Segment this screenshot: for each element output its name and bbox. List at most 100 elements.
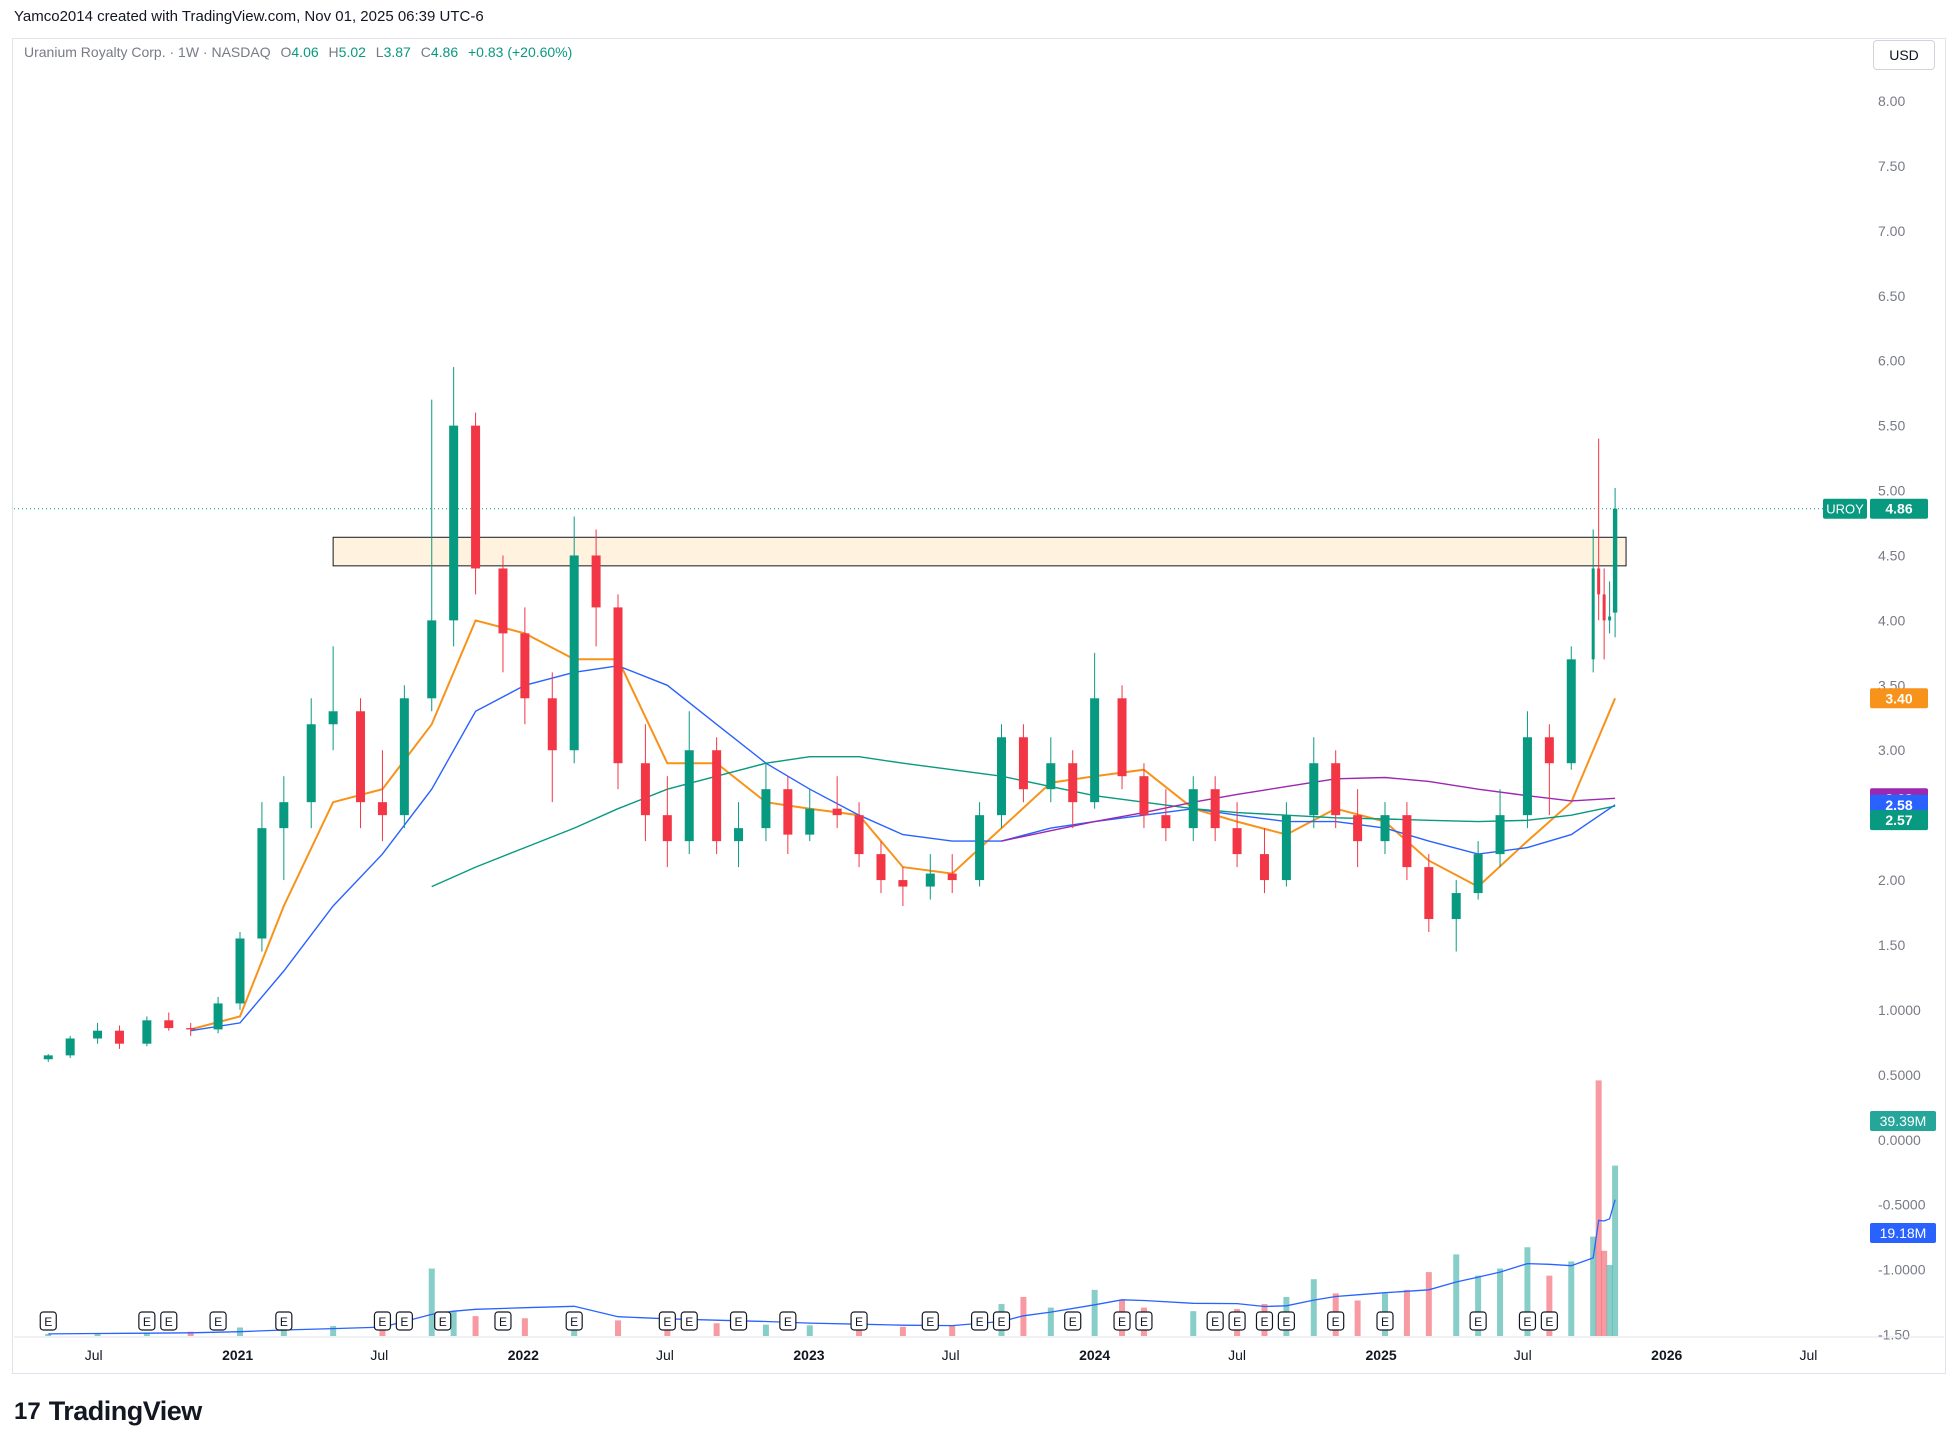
candle-body <box>520 633 530 699</box>
volume-bar <box>1425 1272 1432 1336</box>
footer: 17 TradingView <box>14 1396 202 1427</box>
x-tick-label: Jul <box>942 1347 960 1363</box>
y-tick-label: 6.00 <box>1878 353 1905 369</box>
earnings-marker-icon <box>1135 1311 1153 1331</box>
candle-body <box>306 724 316 803</box>
earnings-marker-label: E <box>1545 1315 1553 1329</box>
candle-body <box>1331 763 1341 816</box>
earnings-marker-label: E <box>44 1315 52 1329</box>
earnings-marker-label: E <box>1474 1315 1482 1329</box>
candle-body <box>1566 659 1576 764</box>
open-value: 4.06 <box>291 44 319 60</box>
symbol-line: Uranium Royalty Corp. · 1W · NASDAQ <box>24 44 271 60</box>
candle-body <box>734 828 744 842</box>
price-tag-value: 2.58 <box>1885 797 1912 813</box>
volume-bar <box>806 1325 813 1336</box>
volume-bar <box>450 1311 457 1336</box>
volume-bar <box>45 1333 52 1336</box>
candle-body <box>1602 594 1606 621</box>
price-tag-bg <box>1870 810 1928 831</box>
candle-body <box>1353 815 1363 842</box>
tradingview-logo-icon: 17 <box>14 1397 41 1425</box>
earnings-marker-icon <box>39 1311 57 1331</box>
candle-body <box>65 1038 75 1056</box>
price-tag-value: 2.57 <box>1885 812 1912 828</box>
candle-body <box>257 828 267 939</box>
x-tick-label: 2024 <box>1079 1347 1110 1363</box>
earnings-marker-label: E <box>214 1315 222 1329</box>
chart-frame[interactable] <box>12 38 1946 1374</box>
candle-body <box>684 750 694 842</box>
candle-body <box>93 1030 103 1039</box>
volume-bar <box>1354 1300 1361 1336</box>
attribution: Yamco2014 created with TradingView.com, … <box>14 8 484 25</box>
earnings-marker-icon <box>1064 1311 1082 1331</box>
candle-body <box>805 808 815 835</box>
earnings-marker-icon <box>395 1311 413 1331</box>
candle-body <box>399 698 409 816</box>
y-tick-label: 0.5000 <box>1878 1067 1921 1083</box>
volume-bar <box>856 1326 863 1336</box>
close-value: 4.86 <box>430 44 459 60</box>
volume-bar <box>713 1323 720 1336</box>
earnings-marker-label: E <box>499 1315 507 1329</box>
candle-body <box>1380 815 1390 842</box>
earnings-marker-icon <box>1206 1311 1224 1331</box>
earnings-marker-label: E <box>976 1315 984 1329</box>
y-tick-label: -0.5000 <box>1878 1197 1926 1213</box>
earnings-marker-label: E <box>663 1315 671 1329</box>
high-label: H <box>328 44 339 60</box>
volume-bar <box>428 1268 435 1336</box>
candle-body <box>1068 763 1078 803</box>
low-value: 3.87 <box>383 44 411 60</box>
earnings-marker-label: E <box>143 1315 151 1329</box>
earnings-marker-icon <box>1228 1311 1246 1331</box>
earnings-marker-label: E <box>685 1315 693 1329</box>
volume-bar <box>615 1320 622 1336</box>
volume-bar <box>1601 1250 1608 1336</box>
candle-body <box>1210 789 1220 829</box>
volume-bar <box>1453 1254 1460 1336</box>
volume-bar <box>330 1326 337 1336</box>
y-tick-label: 7.50 <box>1878 158 1905 174</box>
candle-body <box>142 1020 152 1044</box>
volume-bar <box>94 1333 101 1336</box>
candle-body <box>761 789 771 829</box>
candle-body <box>1608 616 1612 621</box>
low-label: L <box>375 44 384 60</box>
candle-body <box>43 1055 53 1060</box>
candle-body <box>1046 763 1056 790</box>
volume-bar <box>1091 1289 1098 1336</box>
candle-body <box>186 1028 196 1030</box>
currency-button[interactable]: USD <box>1873 40 1935 70</box>
volume-bar <box>1475 1275 1482 1336</box>
candle-body <box>591 555 601 608</box>
earnings-marker-label: E <box>1381 1315 1389 1329</box>
candle-body <box>1473 854 1483 894</box>
candle-body <box>235 938 245 1004</box>
x-tick-label: 2025 <box>1366 1347 1397 1363</box>
candle-body <box>712 750 722 842</box>
x-tick-label: Jul <box>1228 1347 1246 1363</box>
y-tick-label: -1.50 <box>1878 1327 1910 1343</box>
candle-body <box>1402 815 1412 868</box>
y-tick-label: 3.00 <box>1878 742 1905 758</box>
volume-tag-value: 39.39M <box>1880 1113 1927 1129</box>
candle-body <box>377 802 387 816</box>
earnings-marker-icon <box>1540 1311 1558 1331</box>
earnings-marker-label: E <box>1233 1315 1241 1329</box>
earnings-marker-icon <box>1277 1311 1295 1331</box>
open-label: O <box>280 44 292 60</box>
volume-bar <box>1546 1275 1553 1336</box>
tradingview-brand: TradingView <box>48 1396 203 1426</box>
volume-bar <box>1524 1247 1531 1336</box>
x-tick-label: 2022 <box>508 1347 539 1363</box>
candle-body <box>213 1003 223 1030</box>
earnings-marker-label: E <box>1332 1315 1340 1329</box>
y-tick-label: 0.0000 <box>1878 1132 1921 1148</box>
candle-body <box>328 711 338 725</box>
earnings-marker-icon <box>138 1311 156 1331</box>
price-tag-bg <box>1870 498 1928 519</box>
candle-body <box>1522 737 1532 816</box>
